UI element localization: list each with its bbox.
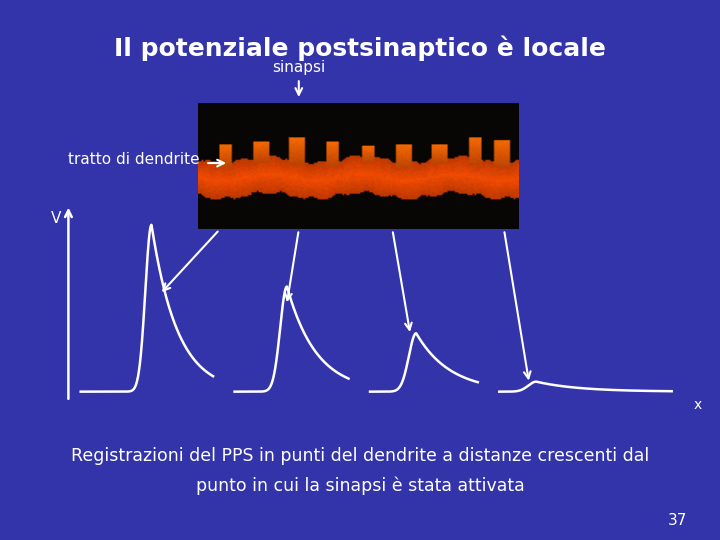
Text: 37: 37 — [668, 513, 688, 528]
Text: sinapsi: sinapsi — [272, 59, 325, 75]
Text: tratto di dendrite: tratto di dendrite — [68, 152, 200, 167]
Text: V: V — [50, 212, 61, 226]
Text: Il potenziale postsinaptico è locale: Il potenziale postsinaptico è locale — [114, 35, 606, 60]
Text: Registrazioni del PPS in punti del dendrite a distanze crescenti dal: Registrazioni del PPS in punti del dendr… — [71, 447, 649, 465]
Text: punto in cui la sinapsi è stata attivata: punto in cui la sinapsi è stata attivata — [196, 477, 524, 495]
Text: x: x — [693, 399, 702, 413]
